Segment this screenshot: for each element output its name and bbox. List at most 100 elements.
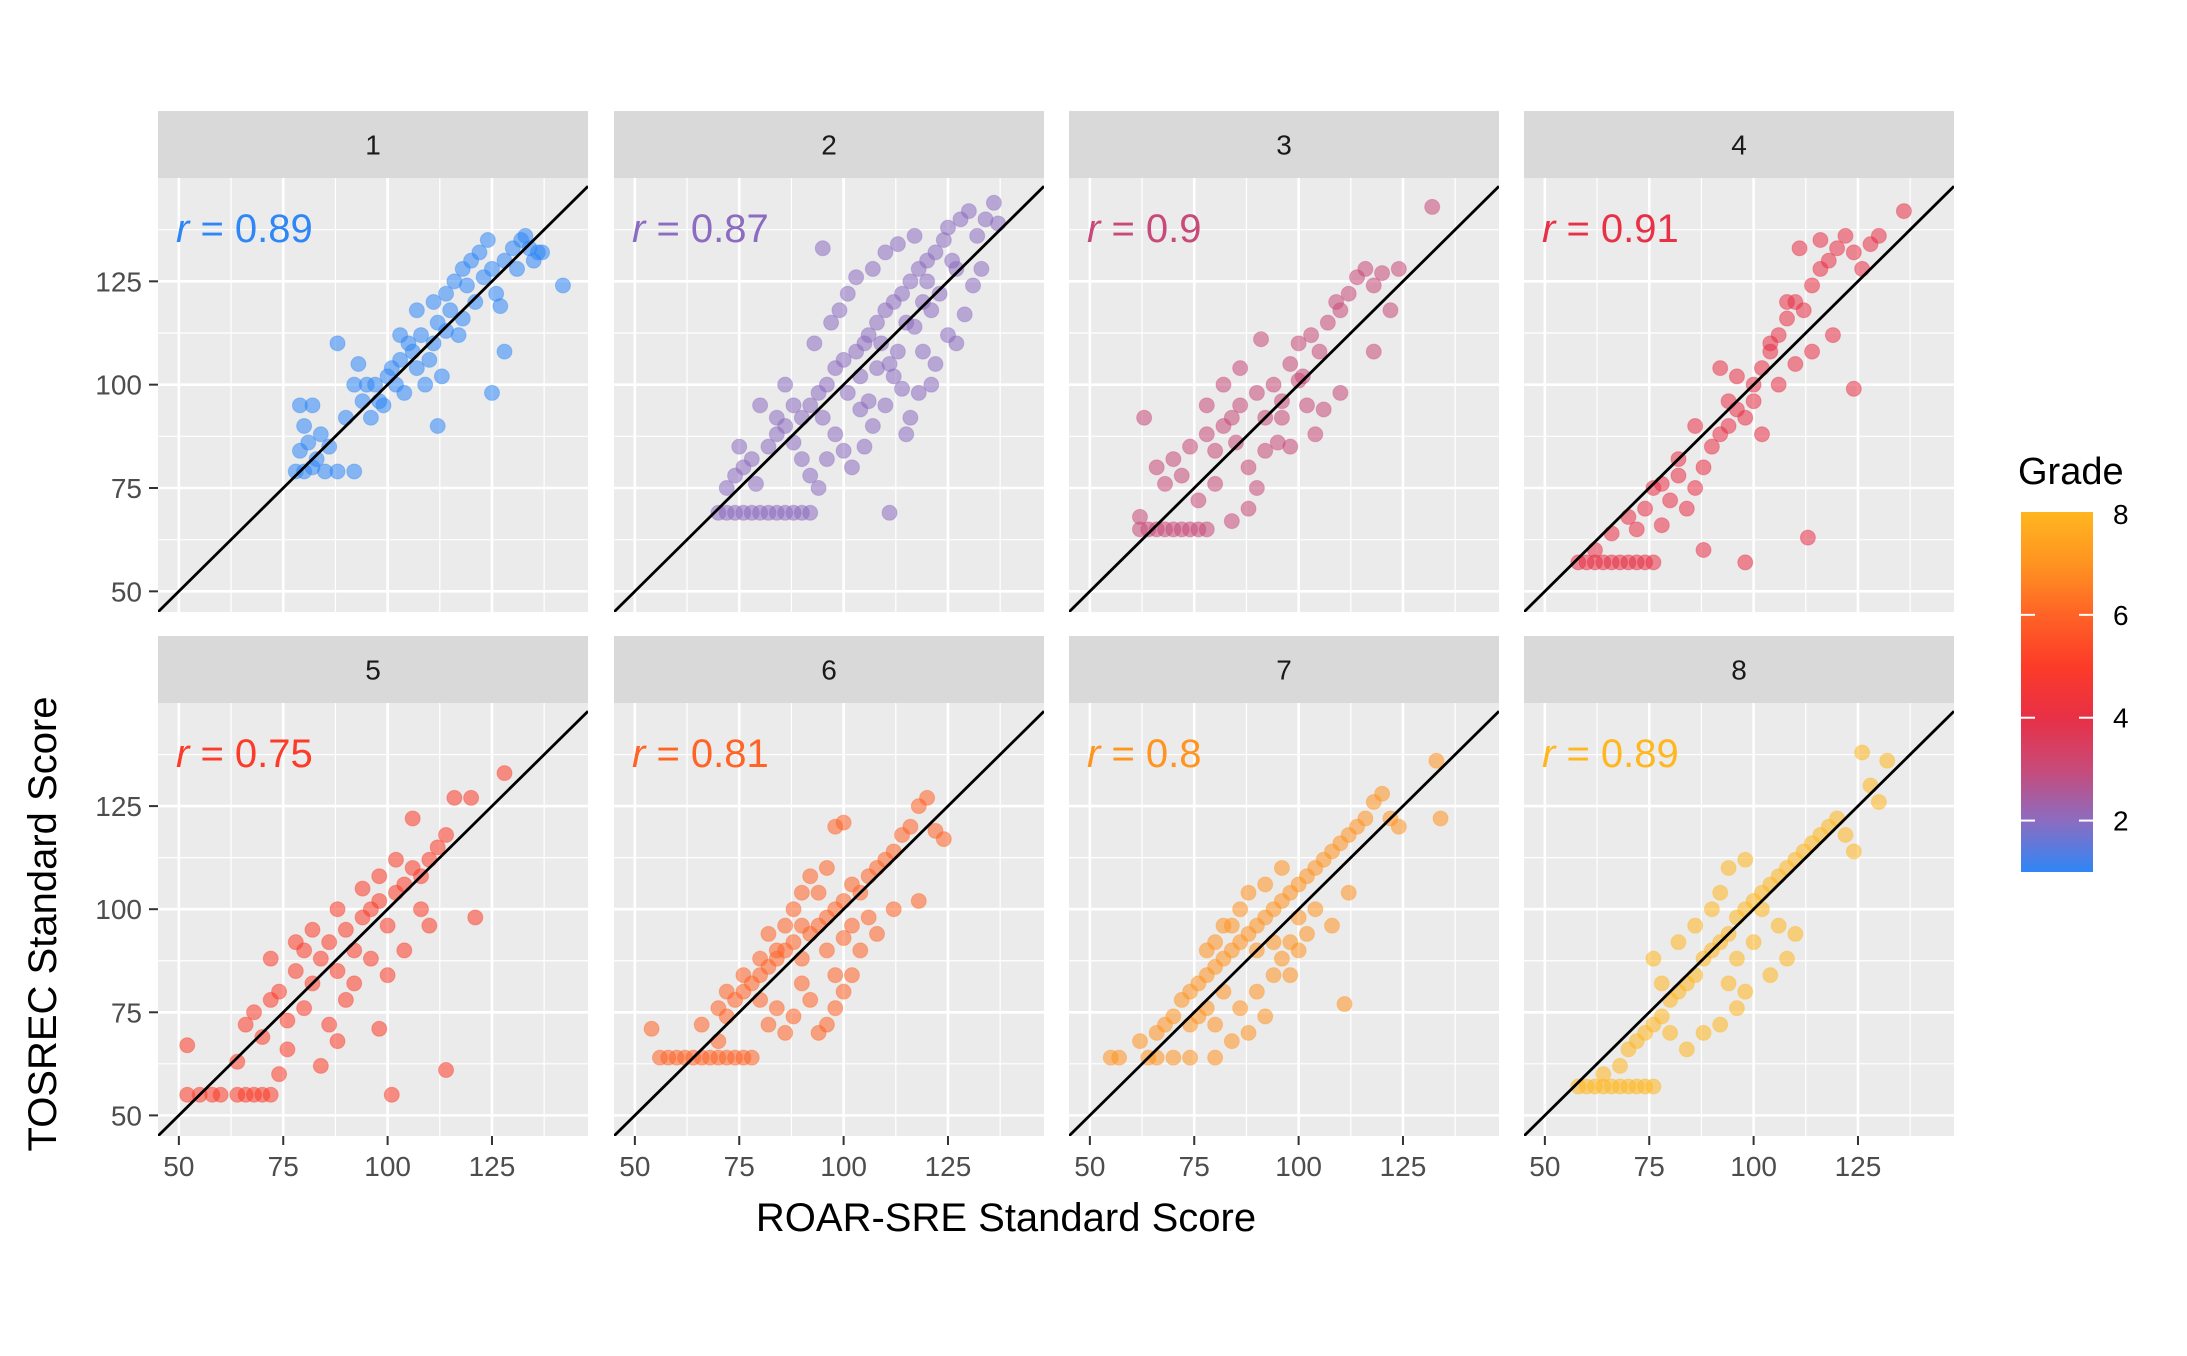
data-point [1207, 1049, 1224, 1066]
y-axis-title: TOSREC Standard Score [21, 696, 65, 1151]
data-point [856, 438, 873, 455]
scatter-points [1131, 198, 1441, 538]
data-point [1257, 442, 1274, 459]
data-point [1645, 554, 1662, 571]
data-point [1804, 277, 1821, 294]
data-point [321, 1016, 338, 1033]
r-value: = 0.89 [189, 207, 312, 251]
data-point [1612, 1057, 1629, 1074]
data-point [831, 302, 848, 319]
data-point [935, 831, 952, 848]
data-point [910, 892, 927, 909]
facet-strip [614, 111, 1044, 178]
data-point [1282, 967, 1299, 984]
data-point [304, 397, 321, 414]
r-annotation: r = 0.87 [632, 207, 769, 251]
data-point [246, 1004, 263, 1021]
data-point [1173, 467, 1190, 484]
data-point [1298, 925, 1315, 942]
data-point [371, 892, 388, 909]
r-symbol: r [1087, 732, 1102, 776]
data-point [1165, 451, 1182, 468]
data-point [1770, 376, 1787, 393]
data-point [1198, 397, 1215, 414]
data-point [814, 240, 831, 257]
data-point [1319, 314, 1336, 331]
data-point [864, 260, 881, 277]
data-point [1753, 426, 1770, 443]
data-point [1779, 950, 1796, 967]
data-point [1770, 917, 1787, 934]
data-point [271, 1066, 288, 1083]
facet-strip [158, 636, 588, 703]
data-point [1712, 360, 1729, 377]
data-point [1737, 851, 1754, 868]
data-point [718, 983, 735, 1000]
data-point [408, 360, 425, 377]
data-point [810, 884, 827, 901]
x-tick-label: 125 [1380, 1151, 1427, 1182]
data-point [1820, 252, 1837, 269]
data-point [1795, 302, 1812, 319]
data-point [894, 380, 911, 397]
legend: Grade 8 2 4 6 [2018, 451, 2129, 872]
reference-line [1524, 185, 1954, 612]
r-value: = 0.81 [645, 732, 768, 776]
facet-panel-grade-7: 7 r = 0.8 50 75 100 125 [1069, 636, 1499, 1182]
data-point [312, 950, 329, 967]
data-point [379, 967, 396, 984]
data-point [1895, 203, 1912, 220]
data-point [362, 409, 379, 426]
data-point [1662, 492, 1679, 509]
data-point [1862, 777, 1879, 794]
data-point [1845, 244, 1862, 261]
data-point [1253, 331, 1270, 348]
data-point [1382, 302, 1399, 319]
data-point [1273, 859, 1290, 876]
facet-panel-grade-8: 8 r = 0.89 50 75 100 125 [1524, 636, 1954, 1182]
data-point [1720, 393, 1737, 410]
data-point [906, 227, 923, 244]
facet-panel-grade-4: 4 r = 0.91 [1524, 111, 1954, 612]
data-point [396, 876, 413, 893]
data-point [1432, 810, 1449, 827]
data-point [471, 244, 488, 261]
data-point [818, 376, 835, 393]
data-point [747, 475, 764, 492]
data-point [1753, 360, 1770, 377]
data-point [894, 285, 911, 302]
data-point [337, 991, 354, 1008]
data-point [1737, 409, 1754, 426]
data-point [425, 294, 442, 310]
data-point [237, 1016, 254, 1033]
y-tick-label: 100 [95, 370, 142, 401]
data-point [1290, 335, 1307, 352]
data-point [1307, 426, 1324, 443]
data-point [1324, 917, 1341, 934]
data-point [1845, 843, 1862, 860]
data-point [835, 814, 852, 831]
data-point [827, 426, 844, 443]
data-point [1779, 294, 1796, 310]
r-value: = 0.87 [645, 207, 768, 251]
data-point [346, 463, 363, 480]
facet-strip [1069, 111, 1499, 178]
data-point [864, 418, 881, 434]
data-point [337, 409, 354, 426]
data-point [1374, 785, 1391, 802]
data-point [304, 921, 321, 938]
data-point [835, 442, 852, 459]
data-point [1390, 818, 1407, 835]
data-point [752, 397, 769, 414]
r-symbol: r [176, 732, 191, 776]
data-point [1779, 310, 1796, 327]
r-annotation: r = 0.8 [1087, 732, 1202, 776]
data-point [1232, 1000, 1249, 1017]
x-tick-label: 100 [1730, 1151, 1777, 1182]
data-point [823, 314, 840, 331]
legend-colorbar [2021, 512, 2093, 872]
data-point [517, 227, 534, 244]
data-point [743, 1049, 760, 1066]
data-point [1240, 459, 1257, 476]
